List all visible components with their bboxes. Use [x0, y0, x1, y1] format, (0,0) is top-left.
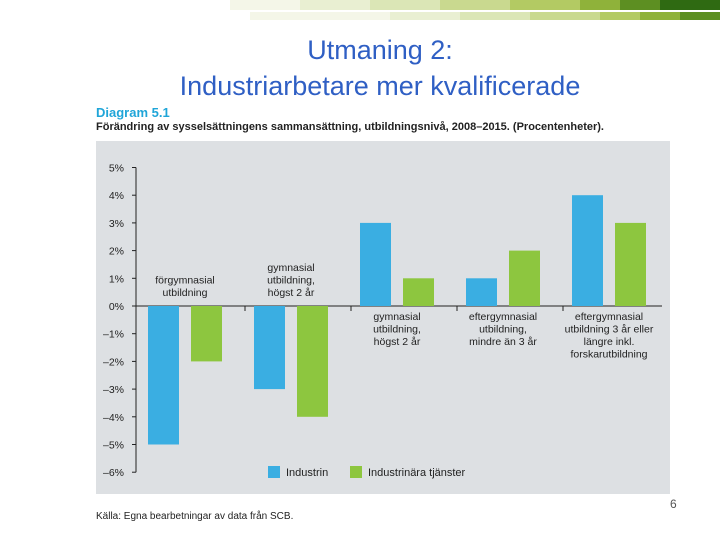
header-stripes: [230, 0, 720, 20]
bar-tjanster: [191, 306, 222, 362]
diagram-label: Diagram 5.1: [96, 105, 170, 120]
y-tick-label: –2%: [103, 356, 124, 368]
legend-swatch: [350, 466, 362, 478]
header-stripe: [680, 12, 720, 20]
category-label: mindre än 3 år: [469, 336, 537, 348]
category-label: gymnasial: [267, 262, 314, 274]
legend-swatch: [268, 466, 280, 478]
y-tick-label: 1%: [109, 273, 124, 285]
bar-industrin: [360, 222, 391, 306]
y-tick-label: –1%: [103, 329, 124, 341]
header-stripe: [660, 0, 720, 10]
category-label: utbildning,: [267, 275, 315, 287]
y-tick-label: 2%: [109, 246, 124, 258]
y-tick-label: 0%: [109, 301, 124, 313]
chart-area: 5% 4% 3% 2% 1% 0% –1% –2% –3% –4% –5% –6% förgymnasi…: [96, 141, 670, 494]
category-label: eftergymnasial: [469, 311, 537, 323]
category-label: eftergymnasial: [575, 311, 643, 323]
category-label: högst 2 år: [374, 336, 421, 348]
y-tick-label: 5%: [109, 163, 124, 175]
y-tick-label: 3%: [109, 218, 124, 230]
slide-title-line1: Utmaning 2:: [307, 35, 453, 65]
category-label: längre inkl.: [584, 336, 635, 348]
diagram-subtitle: Förändring av sysselsättningens sammansä…: [96, 121, 604, 133]
slide-title-line2: Industriarbetare mer kvalificerade: [179, 71, 581, 101]
legend-label: Industrin: [286, 467, 328, 479]
y-tick-label: –3%: [103, 384, 124, 396]
bar-tjanster: [615, 222, 646, 306]
source-note: Källa: Egna bearbetningar av data från S…: [96, 511, 294, 522]
page-number: 6: [670, 497, 677, 511]
category-label: gymnasial: [373, 311, 420, 323]
bar-industrin: [254, 306, 285, 390]
category-label: högst 2 år: [268, 287, 315, 299]
y-tick-label: –6%: [103, 467, 124, 479]
category-label: utbildning,: [373, 324, 421, 336]
y-tick-label: –4%: [103, 412, 124, 424]
bar-tjanster: [509, 250, 540, 306]
bar-tjanster: [403, 278, 434, 306]
bar-chart: 5% 4% 3% 2% 1% 0% –1% –2% –3% –4% –5% –6% förgymnasi…: [103, 163, 662, 479]
category-label: utbildning,: [479, 324, 527, 336]
bar-tjanster: [297, 306, 328, 417]
y-tick-label: –5%: [103, 440, 124, 452]
category-label: förgymnasial: [155, 275, 215, 287]
legend-label: Industrinära tjänster: [368, 467, 466, 479]
category-label: forskarutbildning: [570, 349, 647, 361]
bar-industrin: [466, 278, 497, 306]
bar-industrin: [572, 195, 603, 306]
bar-industrin: [148, 306, 179, 445]
y-tick-label: 4%: [109, 190, 124, 202]
category-label: utbildning: [163, 287, 208, 299]
category-label: utbildning 3 år eller: [565, 324, 654, 336]
